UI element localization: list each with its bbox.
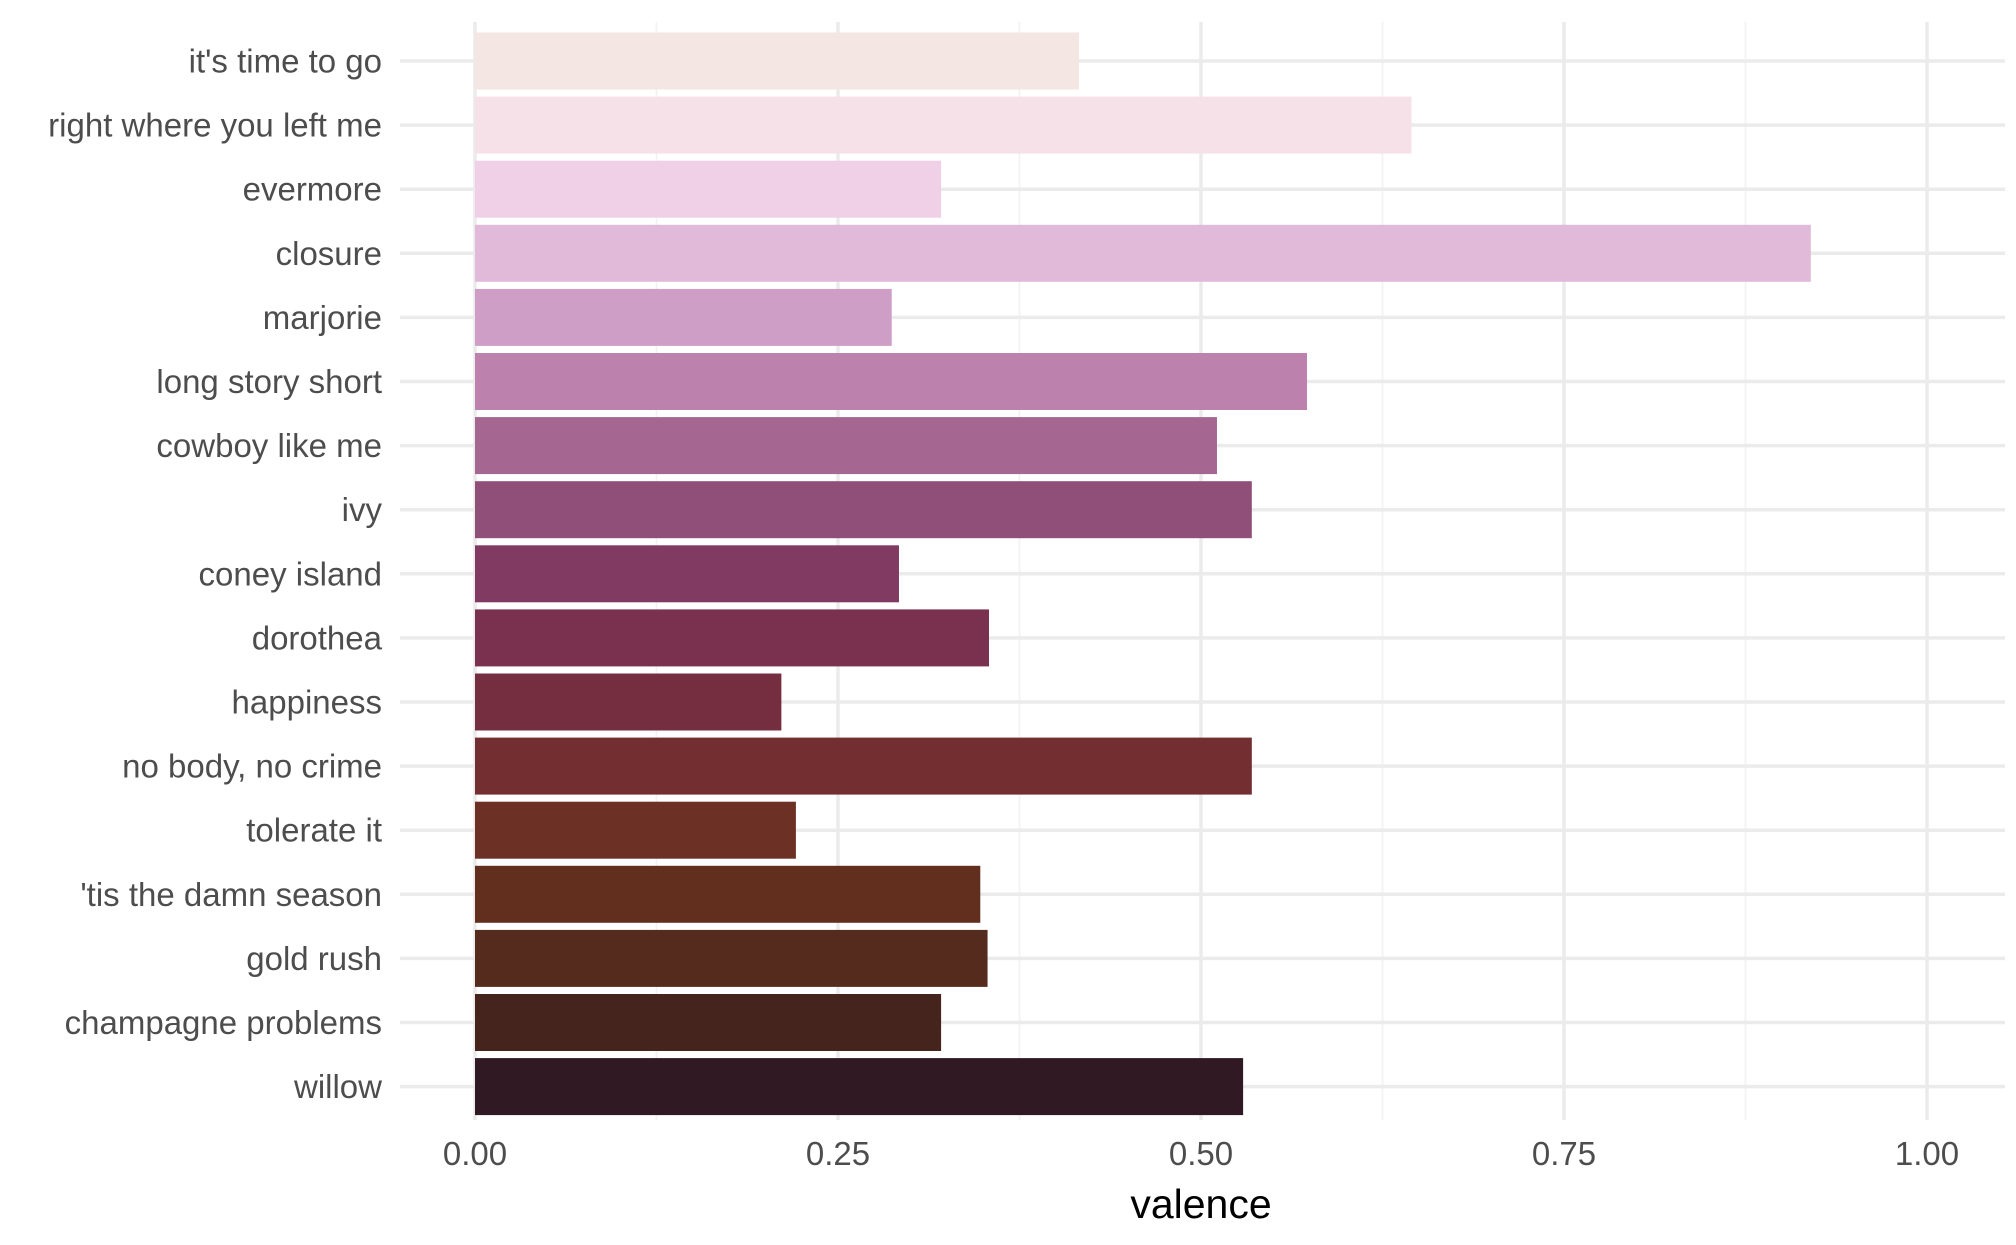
- bar: [475, 160, 942, 218]
- bar: [475, 1058, 1244, 1116]
- bar: [475, 96, 1412, 154]
- y-tick-label: it's time to go: [189, 43, 382, 80]
- bar: [475, 288, 892, 346]
- bar: [475, 673, 782, 731]
- bar: [475, 801, 796, 859]
- y-tick-label: ivy: [342, 491, 383, 528]
- x-tick-label: 0.75: [1532, 1135, 1596, 1172]
- x-tick-labels: 0.00 0.25 0.50 0.75 1.00: [443, 1135, 1959, 1172]
- y-tick-label: dorothea: [252, 619, 383, 656]
- y-tick-labels: it's time to go right where you left me ev…: [48, 43, 382, 1106]
- bar: [475, 32, 1080, 90]
- bar: [475, 865, 981, 923]
- x-tick-label: 1.00: [1895, 1135, 1959, 1172]
- y-tick-label: coney island: [199, 555, 382, 592]
- y-tick-label: willow: [293, 1068, 382, 1105]
- y-tick-label: 'tis the damn season: [80, 876, 382, 913]
- x-axis-label: valence: [1130, 1181, 1271, 1227]
- bar: [475, 417, 1217, 475]
- bar: [475, 994, 942, 1051]
- y-tick-label: marjorie: [263, 299, 382, 336]
- y-tick-label: champagne problems: [65, 1004, 382, 1041]
- bar: [475, 929, 988, 987]
- y-tick-label: happiness: [232, 684, 382, 721]
- y-tick-label: long story short: [156, 363, 382, 400]
- bar: [475, 353, 1307, 410]
- x-tick-label: 0.25: [806, 1135, 870, 1172]
- bar: [475, 545, 899, 603]
- y-tick-label: closure: [276, 235, 382, 272]
- bar: [475, 481, 1252, 539]
- bar: [475, 609, 990, 667]
- y-tick-label: gold rush: [246, 940, 382, 977]
- bar: [475, 737, 1252, 795]
- bar: [475, 224, 1811, 282]
- y-tick-label: tolerate it: [246, 812, 382, 849]
- y-tick-label: cowboy like me: [156, 427, 382, 464]
- bars: [475, 32, 1811, 1116]
- x-tick-label: 0.00: [443, 1135, 507, 1172]
- y-tick-label: no body, no crime: [122, 748, 382, 785]
- y-tick-label: evermore: [243, 171, 382, 208]
- x-tick-label: 0.50: [1169, 1135, 1233, 1172]
- y-tick-label: right where you left me: [48, 107, 382, 144]
